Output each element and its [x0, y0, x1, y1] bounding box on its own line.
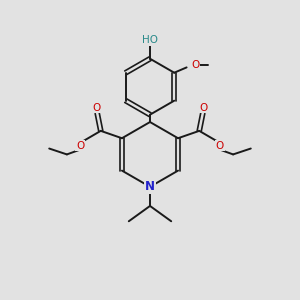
Text: N: N	[145, 180, 155, 193]
Text: O: O	[76, 141, 84, 151]
Text: HO: HO	[142, 35, 158, 46]
Text: O: O	[92, 103, 100, 113]
Text: O: O	[200, 103, 208, 113]
Text: O: O	[191, 60, 199, 70]
Text: O: O	[216, 141, 224, 151]
